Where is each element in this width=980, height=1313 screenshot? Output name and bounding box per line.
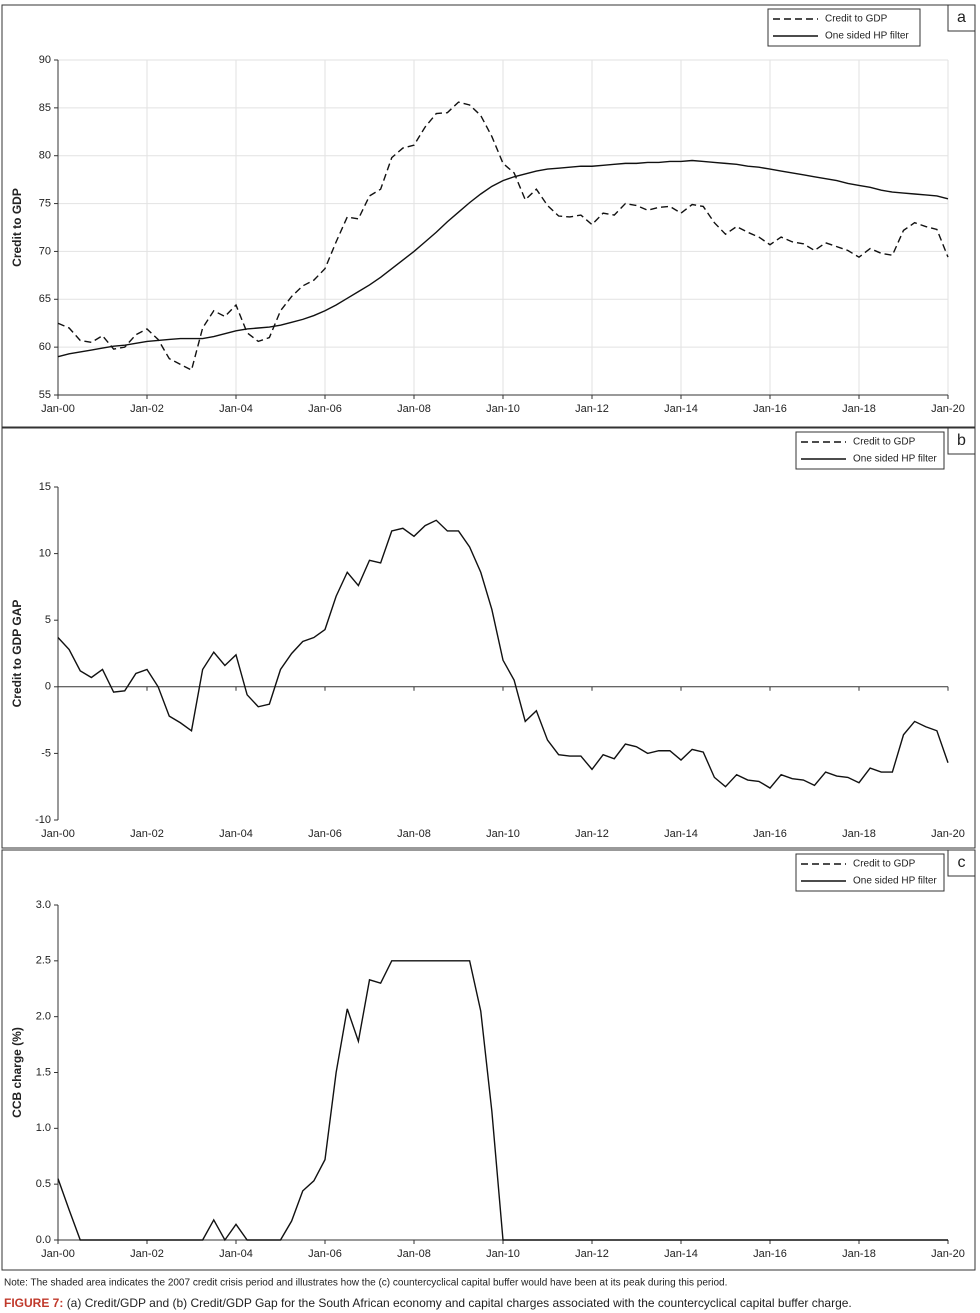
panel-label-box [947, 427, 976, 455]
x-tick-label: Jan-18 [842, 828, 876, 840]
y-axis-label: CCB charge (%) [10, 1027, 24, 1118]
panel-label: c [958, 854, 966, 871]
x-tick-label: Jan-16 [753, 403, 787, 415]
x-tick-label: Jan-06 [308, 828, 342, 840]
legend-box [767, 8, 921, 47]
legend-box [795, 431, 945, 470]
y-tick-label: 2.5 [36, 955, 51, 967]
x-tick-label: Jan-20 [931, 1248, 965, 1260]
y-tick-label: 75 [39, 197, 51, 209]
data-line [57, 960, 948, 1242]
y-tick-label: -10 [35, 814, 51, 826]
x-tick-label: Jan-00 [41, 1248, 75, 1260]
x-tick-label: Jan-06 [308, 1248, 342, 1260]
y-tick-label: 2.0 [36, 1011, 51, 1023]
x-tick-label: Jan-08 [397, 403, 431, 415]
x-tick-label: Jan-20 [931, 403, 965, 415]
x-tick-label: Jan-10 [486, 403, 520, 415]
x-tick-label: Jan-08 [397, 828, 431, 840]
x-tick-label: Jan-04 [219, 1248, 253, 1260]
figure-label: FIGURE 7: [4, 1296, 63, 1310]
y-tick-label: 85 [39, 102, 51, 114]
x-tick-label: Jan-16 [753, 1248, 787, 1260]
legend-label: One sided HP filter [853, 876, 937, 887]
y-tick-label: 1.0 [36, 1122, 51, 1134]
x-tick-label: Jan-00 [41, 828, 75, 840]
y-axis-label: Credit to GDP [10, 188, 24, 267]
x-tick-label: Jan-12 [575, 403, 609, 415]
y-tick-label: 1.5 [36, 1066, 51, 1078]
y-tick-label: 60 [39, 341, 51, 353]
x-tick-label: Jan-04 [219, 403, 253, 415]
panel-frame [1, 4, 976, 428]
x-tick-label: Jan-18 [842, 1248, 876, 1260]
y-tick-label: 0 [45, 681, 51, 693]
x-tick-label: Jan-10 [486, 1248, 520, 1260]
panel-label: a [957, 9, 966, 26]
x-tick-label: Jan-14 [664, 828, 698, 840]
panel-frame [1, 427, 976, 849]
x-tick-label: Jan-12 [575, 828, 609, 840]
y-tick-label: 15 [39, 481, 51, 493]
data-line [57, 519, 949, 789]
y-tick-label: 80 [39, 150, 51, 162]
x-tick-label: Jan-02 [130, 828, 164, 840]
panel-label: b [957, 432, 966, 449]
y-axis-label: Credit to GDP GAP [10, 600, 24, 708]
panel-label-box [947, 4, 976, 32]
x-tick-label: Jan-18 [842, 403, 876, 415]
x-tick-label: Jan-00 [41, 403, 75, 415]
data-line [57, 101, 949, 372]
x-tick-label: Jan-06 [308, 403, 342, 415]
y-tick-label: 55 [39, 389, 51, 401]
note: Note: The shaded area indicates the 2007… [4, 1278, 727, 1289]
x-tick-label: Jan-04 [219, 828, 253, 840]
legend-label: One sided HP filter [825, 31, 909, 42]
x-tick-label: Jan-12 [575, 1248, 609, 1260]
legend-label: Credit to GDP [853, 437, 916, 448]
legend-box [795, 853, 945, 892]
x-tick-label: Jan-10 [486, 828, 520, 840]
y-tick-label: 65 [39, 293, 51, 305]
x-tick-label: Jan-02 [130, 1248, 164, 1260]
x-tick-label: Jan-02 [130, 403, 164, 415]
x-tick-label: Jan-14 [664, 403, 698, 415]
y-tick-label: 90 [39, 54, 51, 66]
x-tick-label: Jan-20 [931, 828, 965, 840]
panel-frame [1, 849, 976, 1271]
y-tick-label: 0.5 [36, 1178, 51, 1190]
x-tick-label: Jan-14 [664, 1248, 698, 1260]
legend-label: Credit to GDP [853, 859, 916, 870]
legend-label: One sided HP filter [853, 454, 937, 465]
y-tick-label: 10 [39, 548, 51, 560]
x-tick-label: Jan-16 [753, 828, 787, 840]
data-line [57, 159, 949, 358]
x-tick-label: Jan-08 [397, 1248, 431, 1260]
y-tick-label: -5 [41, 747, 51, 759]
legend-label: Credit to GDP [825, 14, 888, 25]
y-tick-label: 70 [39, 245, 51, 257]
panel-label-box [947, 849, 976, 877]
y-tick-label: 3.0 [36, 899, 51, 911]
caption-text: (a) Credit/GDP and (b) Credit/GDP Gap fo… [67, 1296, 852, 1310]
figure-caption: FIGURE 7: (a) Credit/GDP and (b) Credit/… [4, 1296, 852, 1310]
y-tick-label: 0.0 [36, 1234, 51, 1246]
y-tick-label: 5 [45, 614, 51, 626]
